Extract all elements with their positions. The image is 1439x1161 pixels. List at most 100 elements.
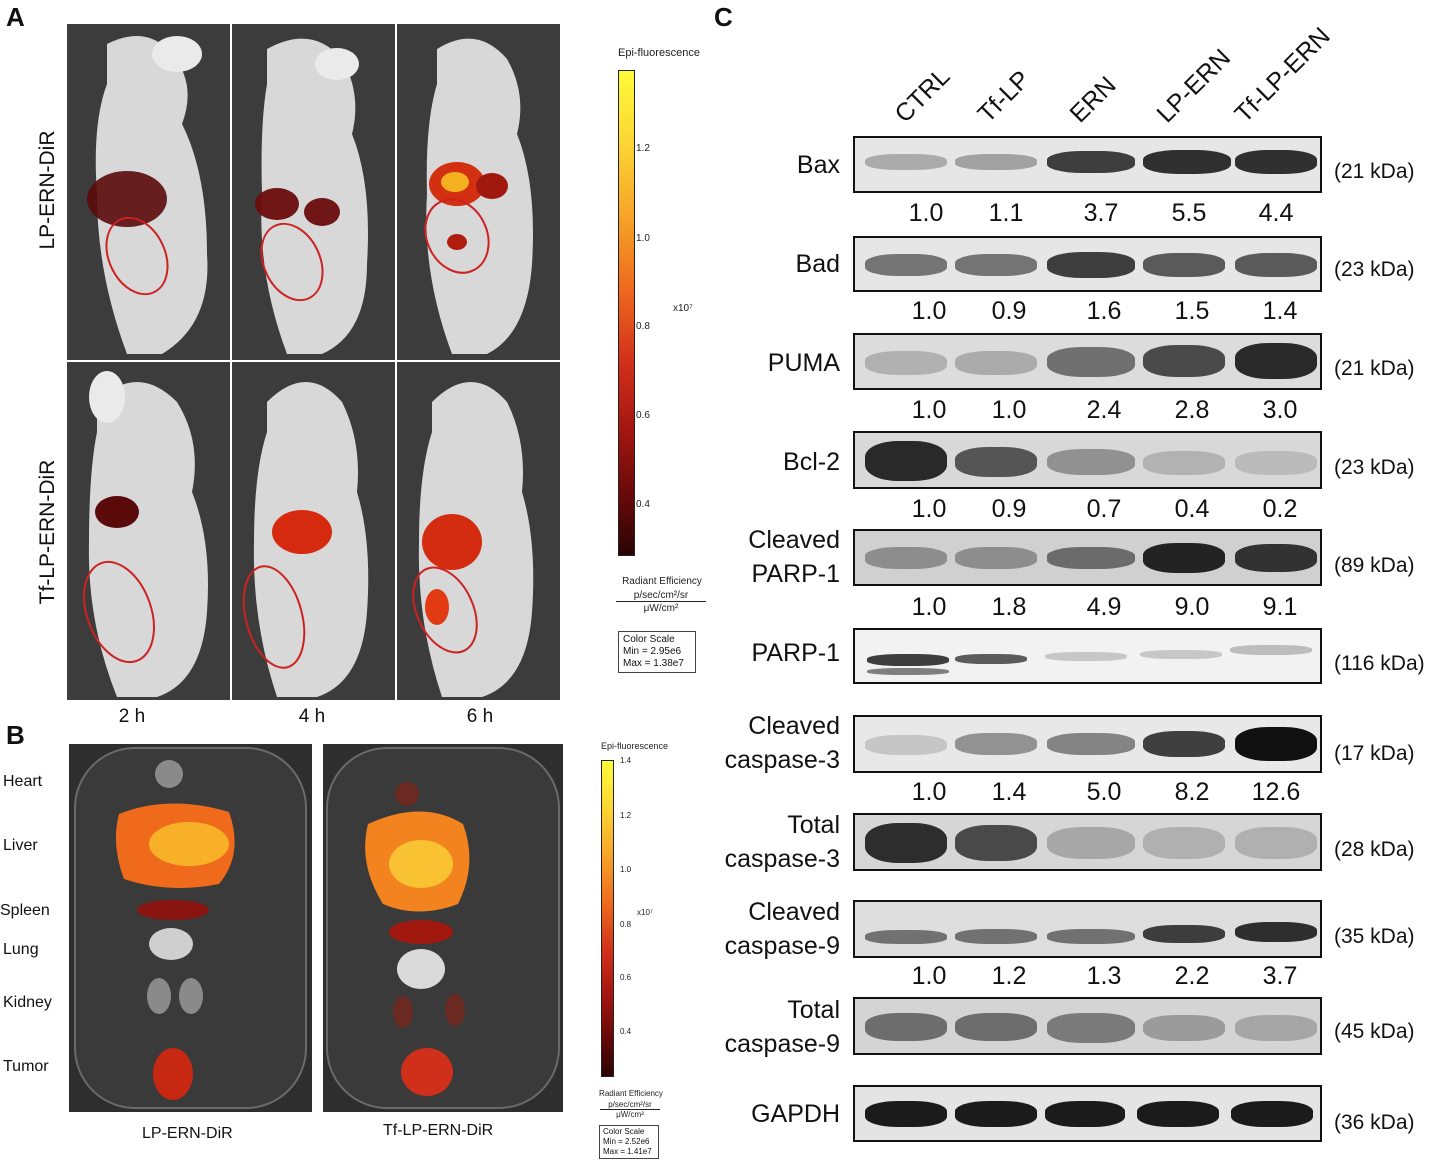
color-scale-max: Max = 1.41e7	[603, 1147, 652, 1156]
quant-cleaved-caspase-9-ctrl: 1.0	[911, 962, 947, 990]
mouse-silhouette	[424, 38, 533, 354]
band	[867, 654, 949, 666]
kda-gapdh: (36 kDa)	[1334, 1111, 1415, 1134]
blot-total-caspase-9	[853, 997, 1322, 1055]
panel-b-tick-1-2: 1.2	[620, 811, 632, 820]
band	[955, 447, 1037, 477]
organ-label-spleen: Spleen	[0, 902, 50, 919]
band	[865, 735, 947, 755]
kda-puma: (21 kDa)	[1334, 357, 1415, 380]
protein-label-line1: Cleaved	[748, 712, 840, 740]
band	[1140, 650, 1222, 659]
quant-cleaved-parp-1-tf-lp: 1.8	[991, 593, 1027, 621]
band	[1047, 929, 1135, 944]
lane-label-tf-lp-ern: Tf-LP-ERN	[1229, 22, 1336, 129]
band	[1047, 733, 1135, 755]
quant-puma-lp-ern: 2.8	[1174, 396, 1210, 424]
lane-label-lp-ern: LP-ERN	[1151, 43, 1237, 129]
protein-label-cleaved-caspase-9: Cleaved caspase-9	[725, 895, 840, 963]
kda-total-caspase-9: (45 kDa)	[1334, 1020, 1415, 1043]
band	[1047, 151, 1135, 173]
row-label-tf-lp-ern-dir: Tf-LP-ERN-DiR	[36, 459, 59, 605]
band	[865, 823, 947, 863]
kda-bad: (23 kDa)	[1334, 258, 1415, 281]
panel-b-tick-0-8: 0.8	[620, 920, 632, 929]
panel-c-letter: C	[714, 2, 733, 32]
blot-cleaved-caspase-9	[853, 900, 1322, 958]
band	[865, 930, 947, 944]
quant-puma-tf-lp-ern: 3.0	[1262, 396, 1298, 424]
panel-b-tick-1-4: 1.4	[620, 756, 632, 765]
protein-label-line2: caspase-3	[724, 845, 840, 873]
kda-cleaved-caspase-3: (17 kDa)	[1334, 742, 1415, 765]
protein-label-line1: Cleaved	[748, 526, 840, 554]
band	[1047, 347, 1135, 377]
band	[1231, 1101, 1313, 1127]
protein-label-total-caspase-9: Total caspase-9	[725, 993, 840, 1061]
protein-label-line1: Total	[787, 996, 840, 1024]
band	[1235, 343, 1317, 379]
panel-a-tick-0-8: 0.8	[636, 321, 650, 332]
band	[955, 733, 1037, 755]
exvivo-image-lp	[69, 744, 312, 1112]
quant-bad-ern: 1.6	[1086, 297, 1122, 325]
quant-puma-ctrl: 1.0	[911, 396, 947, 424]
protein-label-gapdh: GAPDH	[751, 1100, 840, 1128]
band	[1235, 544, 1317, 572]
panel-b-tick-0-4: 0.4	[620, 1027, 632, 1036]
time-label-4h: 4 h	[298, 706, 326, 727]
protein-label-line1: Cleaved	[748, 898, 840, 926]
band	[955, 929, 1037, 944]
color-scale-min: Min = 2.95e6	[623, 646, 682, 657]
color-scale-max: Max = 1.38e7	[623, 658, 684, 669]
blot-bad	[853, 236, 1322, 292]
band	[865, 547, 947, 569]
panel-a-units-label: Radiant Efficiency	[622, 576, 702, 587]
band	[1143, 150, 1231, 174]
lane-label-ern: ERN	[1064, 71, 1122, 129]
band	[867, 668, 949, 675]
band	[865, 1013, 947, 1041]
quant-cleaved-caspase-3-lp-ern: 8.2	[1174, 778, 1210, 806]
quant-bcl-2-ctrl: 1.0	[911, 495, 947, 523]
panel-b-letter: B	[6, 720, 25, 750]
quant-cleaved-caspase-3-ctrl: 1.0	[911, 778, 947, 806]
panel-a-units-numerator: p/sec/cm²/sr	[616, 590, 706, 602]
group-label-tf-lp-ern-dir: Tf-LP-ERN-DiR	[383, 1122, 494, 1139]
band	[1045, 652, 1127, 661]
protein-label-total-caspase-3: Total caspase-3	[725, 808, 840, 876]
band	[955, 654, 1027, 664]
quant-cleaved-parp-1-ern: 4.9	[1086, 593, 1122, 621]
panel-a-color-scale-box: Color Scale Min = 2.95e6 Max = 1.38e7	[618, 631, 696, 673]
blot-total-caspase-3	[853, 813, 1322, 871]
protein-label-bcl-2: Bcl-2	[783, 448, 840, 476]
quant-cleaved-caspase-3-tf-lp-ern: 12.6	[1251, 778, 1301, 806]
color-scale-min: Min = 2.52e6	[603, 1137, 650, 1146]
mouse-silhouette	[87, 36, 208, 354]
quant-puma-tf-lp: 1.0	[991, 396, 1027, 424]
quant-bcl-2-lp-ern: 0.4	[1174, 495, 1210, 523]
band	[955, 825, 1037, 861]
panel-a-tick-0-4: 0.4	[636, 499, 650, 510]
organ-dish	[326, 747, 560, 1109]
protein-label-puma: PUMA	[767, 349, 840, 377]
kda-parp-1: (116 kDa)	[1334, 652, 1425, 675]
panel-a-image-grid	[67, 24, 562, 702]
protein-label-cleaved-parp-1: Cleaved PARP-1	[748, 523, 840, 591]
kda-cleaved-caspase-9: (35 kDa)	[1334, 925, 1415, 948]
quant-bcl-2-tf-lp-ern: 0.2	[1262, 495, 1298, 523]
mouse-image-tf-4h	[232, 362, 397, 702]
panel-a-color-bar	[618, 70, 635, 556]
panel-b-units-numerator: p/sec/cm²/sr	[600, 1100, 660, 1110]
protein-label-parp-1: PARP-1	[751, 639, 840, 667]
mouse-silhouette	[412, 382, 534, 697]
lane-label-ctrl: CTRL	[889, 62, 956, 129]
quant-bad-ctrl: 1.0	[911, 297, 947, 325]
band	[1143, 731, 1225, 757]
band	[1047, 827, 1135, 859]
protein-label-bax: Bax	[796, 151, 840, 179]
quant-puma-ern: 2.4	[1086, 396, 1122, 424]
panel-a-units-denominator: μW/cm²	[643, 603, 679, 614]
panel-b-tick-0-6: 0.6	[620, 973, 632, 982]
kda-bax: (21 kDa)	[1334, 160, 1415, 183]
